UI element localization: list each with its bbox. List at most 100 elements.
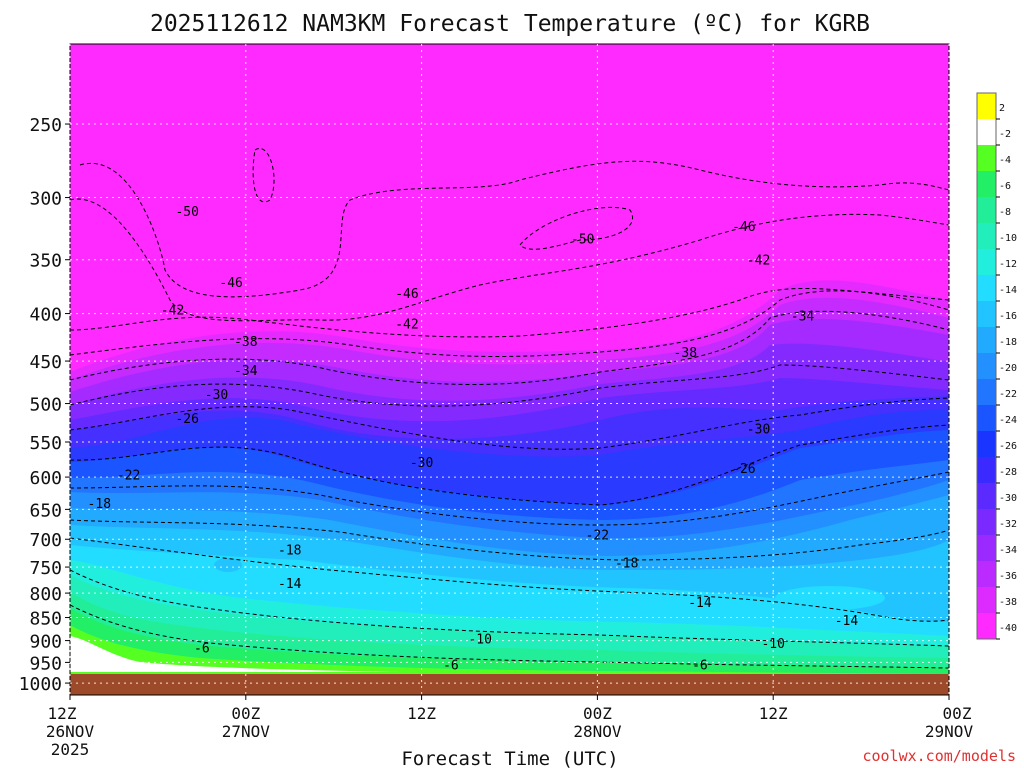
isotherm-line [79,160,949,298]
y-tick-label: 450 [29,352,62,373]
y-tick-label: 250 [29,115,62,136]
colorbar-swatch [977,405,996,431]
y-tick-label: 500 [29,395,62,416]
chart-title: 2025112612 NAM3KM Forecast Temperature (… [150,11,870,37]
x-tick-year: 2025 [51,740,90,759]
colorbar-label: -4 [999,155,1011,166]
pocket-warm [775,586,885,610]
colorbar-swatch [977,457,996,483]
colorbar-label: -36 [999,571,1017,582]
ground-terrain [70,674,949,695]
x-tick-label: 12Z [48,704,77,723]
colorbar-swatch [977,119,996,145]
credit-link[interactable]: coolwx.com/models [862,747,1016,765]
colorbar-label: -10 [999,233,1017,244]
isotherm-label: -14 [688,596,712,611]
colorbar-label: -28 [999,467,1017,478]
colorbar-swatch [977,353,996,379]
isotherm-line [70,364,949,407]
colorbar-label: -40 [999,623,1017,634]
y-tick-label: 550 [29,433,62,454]
colorbar-swatch [977,535,996,561]
isotherm-label: -26 [732,462,755,477]
colorbar-label: -6 [999,181,1011,192]
isotherm-label: -42 [395,318,418,333]
isotherm-label: -46 [732,220,755,235]
isotherm-label: -30 [205,388,228,403]
x-tick-date: 26NOV [46,722,95,741]
isotherm-label: -18 [615,557,638,572]
y-tick-label: 750 [29,558,62,579]
colorbar-label: -12 [999,259,1017,270]
colorbar-swatch [977,379,996,405]
colorbar-swatch [977,145,996,171]
colorbar: 2 -2 -4 -6 -8 -10 -12 -14 -16 -18 -20 -22 -24 -26 -28 -… [976,92,1017,640]
pocket-cold [214,558,242,572]
colorbar-label: -20 [999,363,1017,374]
isotherm-line [70,537,949,622]
colorbar-swatch [977,197,996,223]
band-minus-2 [70,636,400,672]
isotherm-line [70,198,949,322]
x-tick-date: 28NOV [573,722,622,741]
colorbar-swatch [977,327,996,353]
colorbar-swatch [977,249,996,275]
isotherm-label: -6 [692,659,708,674]
x-tick-label: 00Z [583,704,612,723]
isotherm-label: -30 [747,423,770,438]
y-tick-label: 700 [29,530,62,551]
isotherm-line [70,424,949,506]
isotherm-label: -10 [468,632,491,647]
y-tick-label: 1000 [19,674,62,695]
isotherm-label: -46 [219,276,242,291]
y-tick-label: 600 [29,468,62,489]
isotherm-label: -38 [674,346,697,361]
colorbar-label: 2 [999,103,1005,114]
colorbar-swatch [977,509,996,535]
isotherm-label: -22 [117,468,140,483]
colorbar-swatch [977,223,996,249]
pocket-cold [256,539,280,557]
isotherm-label: -34 [791,310,815,325]
y-tick-label: 650 [29,500,62,521]
colorbar-swatch [977,301,996,327]
y-tick-label: 400 [29,305,62,326]
isotherm-label: -14 [835,614,859,629]
colorbar-swatch [977,613,996,639]
isotherm-label: -42 [747,254,770,269]
y-tick-label: 950 [29,653,62,674]
colorbar-label: -22 [999,389,1017,400]
y-tick-label: 300 [29,189,62,210]
y-tick-label: 350 [29,251,62,272]
isotherm-label: -42 [161,304,184,319]
x-axis-label: Forecast Time (UTC) [401,748,618,768]
x-tick-label: 12Z [407,704,436,723]
colorbar-label: -16 [999,311,1017,322]
isotherm-label: -26 [175,412,198,427]
y-tick-label: 900 [29,632,62,653]
colorbar-label: -14 [999,285,1017,296]
colorbar-label: -2 [999,129,1011,140]
x-tick-date: 27NOV [222,722,271,741]
isotherm-label: -10 [761,637,784,652]
plot-area [70,44,949,695]
x-tick-date: 29NOV [925,722,974,741]
colorbar-swatch [977,587,996,613]
colorbar-label: -30 [999,493,1017,504]
isotherm-label: -6 [443,659,459,674]
isotherm-label: -22 [586,529,609,544]
isotherm-line [519,206,633,250]
colorbar-swatch [977,561,996,587]
isotherm-label: -30 [410,456,433,471]
isotherm-line [70,287,949,338]
isotherm-label: -50 [175,205,198,220]
isotherm-labels: -50 -46 -42 -38 -34 -30 -26 -22 -18 -18 -14 -6 -46 -4… [88,205,859,674]
colorbar-label: -32 [999,519,1017,530]
isotherm-line [70,290,949,357]
grid [69,44,950,695]
isotherm-line [70,569,949,647]
isotherm-label: -6 [194,641,210,656]
isotherm-label: -38 [234,335,257,350]
colorbar-swatch [977,171,996,197]
